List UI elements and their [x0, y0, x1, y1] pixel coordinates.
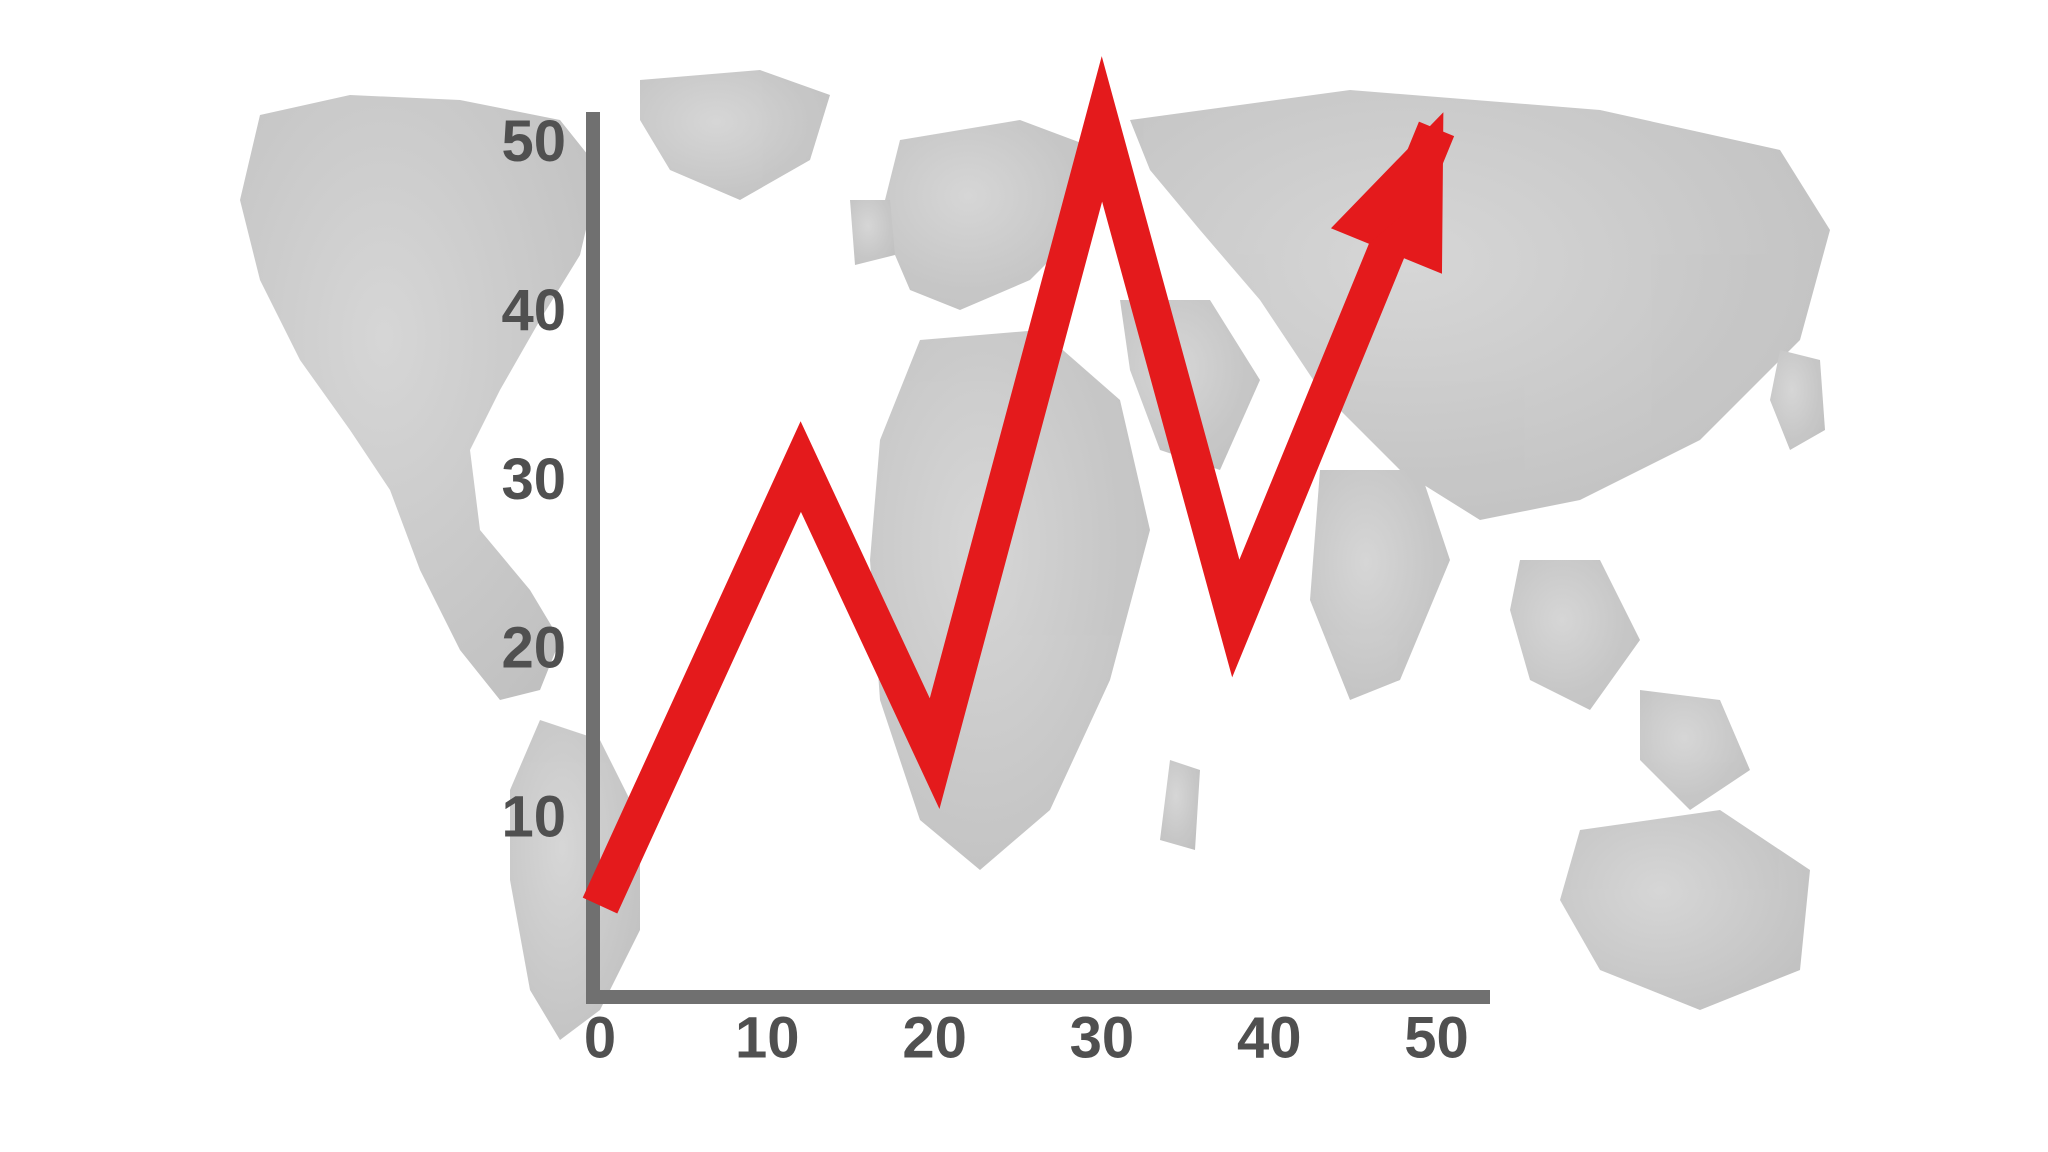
- x-tick-label: 30: [1070, 1006, 1135, 1071]
- x-tick-label: 10: [735, 1006, 800, 1071]
- growth-chart: 10 20 30 40 50 0 10 20 30 40 50: [0, 0, 2048, 1152]
- y-tick-label: 50: [501, 109, 566, 174]
- x-tick-labels: 0 10 20 30 40 50: [584, 1006, 1469, 1071]
- x-tick-label: 0: [584, 1006, 616, 1071]
- y-tick-label: 40: [501, 278, 566, 343]
- y-tick-label: 20: [501, 616, 566, 681]
- y-tick-label: 30: [501, 447, 566, 512]
- x-axis: [586, 990, 1490, 1004]
- y-tick-label: 10: [501, 784, 566, 849]
- x-tick-label: 20: [902, 1006, 967, 1071]
- x-tick-label: 50: [1404, 1006, 1469, 1071]
- world-map-icon: [240, 70, 1830, 1040]
- chart-container: 10 20 30 40 50 0 10 20 30 40 50: [0, 0, 2048, 1152]
- x-tick-label: 40: [1237, 1006, 1302, 1071]
